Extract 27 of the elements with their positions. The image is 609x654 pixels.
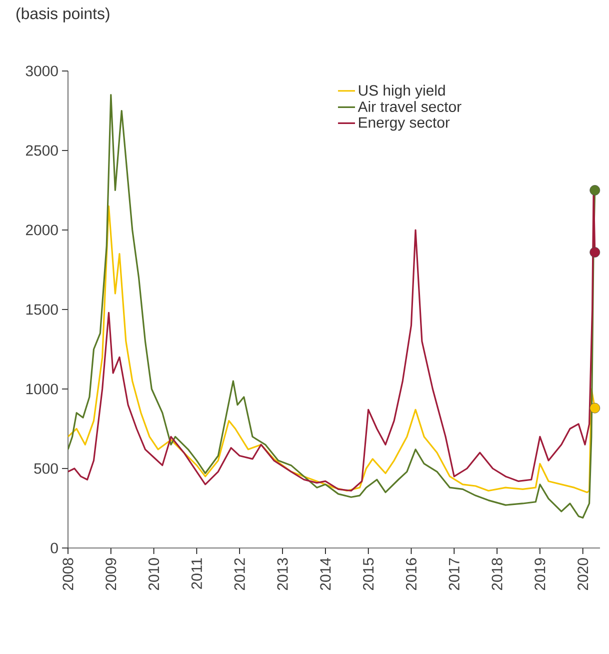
x-tick-label: 2008	[62, 558, 74, 590]
legend-label: Air travel sector	[358, 101, 462, 112]
point	[590, 247, 600, 258]
y-tick-label: 2000	[26, 224, 58, 236]
x-tick-label: 2018	[492, 558, 502, 590]
x-tick-label: 2015	[363, 558, 374, 590]
y-tick-label: 500	[34, 463, 58, 474]
x-tick-label: 2009	[106, 558, 116, 590]
x-tick-label: 2013	[277, 558, 288, 590]
y-tick-label: 2500	[26, 145, 58, 156]
legend-label: US high yield	[358, 84, 445, 99]
point	[590, 402, 600, 414]
x-tick-label: 2019	[534, 558, 546, 590]
y-tick-label: 1500	[26, 304, 58, 315]
legend-label: Energy sector	[359, 117, 450, 131]
y-tick-label: 1000	[26, 384, 58, 394]
x-tick-label: 2014	[320, 558, 331, 590]
x-tick-label: 2012	[234, 558, 245, 590]
point	[590, 185, 600, 196]
x-tick-label: 2020	[578, 558, 588, 590]
x-tick-label: 2016	[406, 558, 417, 590]
y-axis-title: (basis points)	[16, 8, 110, 22]
x-tick-label: 2017	[448, 558, 460, 590]
x-tick-label: 2010	[148, 558, 160, 590]
x-tick-label: 2011	[191, 558, 202, 589]
y-tick-label: 0	[50, 542, 58, 554]
y-tick-label: 3000	[26, 66, 58, 76]
